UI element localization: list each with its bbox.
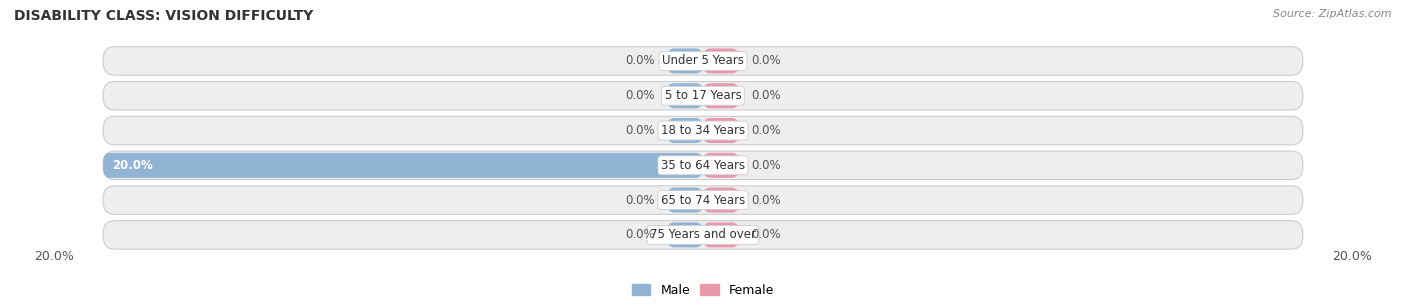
FancyBboxPatch shape [103,153,703,178]
FancyBboxPatch shape [703,222,740,247]
FancyBboxPatch shape [666,83,703,108]
FancyBboxPatch shape [103,151,1303,180]
Text: 0.0%: 0.0% [751,159,780,172]
FancyBboxPatch shape [103,221,1303,249]
Text: 18 to 34 Years: 18 to 34 Years [661,124,745,137]
Text: DISABILITY CLASS: VISION DIFFICULTY: DISABILITY CLASS: VISION DIFFICULTY [14,9,314,23]
Text: 5 to 17 Years: 5 to 17 Years [665,89,741,102]
FancyBboxPatch shape [666,222,703,247]
FancyBboxPatch shape [103,116,1303,145]
Text: 0.0%: 0.0% [751,55,780,67]
Text: 65 to 74 Years: 65 to 74 Years [661,194,745,206]
Text: 20.0%: 20.0% [34,250,75,263]
FancyBboxPatch shape [103,81,1303,110]
Text: 0.0%: 0.0% [751,89,780,102]
FancyBboxPatch shape [666,48,703,74]
Text: 0.0%: 0.0% [626,89,655,102]
Text: Source: ZipAtlas.com: Source: ZipAtlas.com [1274,9,1392,19]
Text: 0.0%: 0.0% [626,124,655,137]
Text: Under 5 Years: Under 5 Years [662,55,744,67]
Text: 0.0%: 0.0% [626,228,655,241]
FancyBboxPatch shape [666,118,703,143]
FancyBboxPatch shape [703,48,740,74]
Legend: Male, Female: Male, Female [627,279,779,302]
FancyBboxPatch shape [703,153,740,178]
Text: 20.0%: 20.0% [112,159,153,172]
Text: 0.0%: 0.0% [751,194,780,206]
FancyBboxPatch shape [103,186,1303,214]
FancyBboxPatch shape [666,188,703,213]
Text: 0.0%: 0.0% [626,194,655,206]
Text: 35 to 64 Years: 35 to 64 Years [661,159,745,172]
FancyBboxPatch shape [103,47,1303,75]
FancyBboxPatch shape [703,83,740,108]
Text: 75 Years and over: 75 Years and over [650,228,756,241]
Text: 0.0%: 0.0% [626,55,655,67]
FancyBboxPatch shape [703,188,740,213]
Text: 20.0%: 20.0% [1331,250,1372,263]
Text: 0.0%: 0.0% [751,124,780,137]
FancyBboxPatch shape [703,118,740,143]
Text: 0.0%: 0.0% [751,228,780,241]
